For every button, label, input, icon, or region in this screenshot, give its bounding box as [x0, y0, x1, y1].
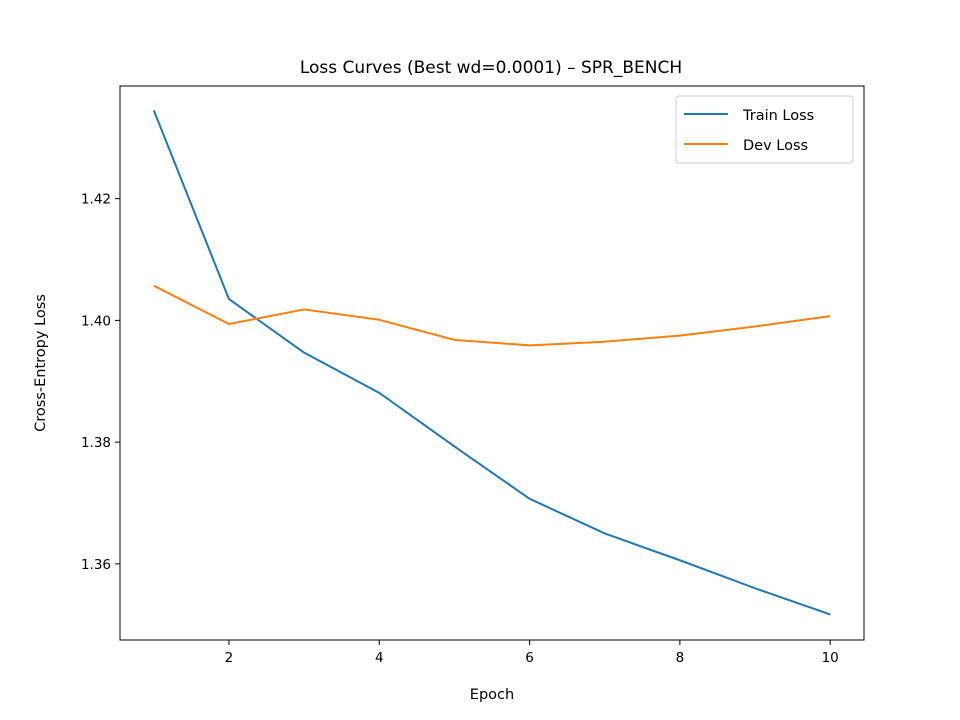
legend: Train Loss Dev Loss [675, 95, 854, 164]
series-line-dev-loss [153, 284, 831, 347]
y-tick-label: 1.42 [81, 192, 111, 208]
y-axis-label: Cross-Entropy Loss [33, 294, 49, 432]
series-lines [152, 109, 831, 616]
legend-label-train-loss: Train Loss [742, 108, 814, 124]
x-tick-label: 2 [225, 650, 234, 666]
x-tick-label: 8 [676, 650, 685, 666]
plot-area [120, 86, 864, 640]
legend-box [675, 95, 854, 164]
y-tick-label: 1.36 [81, 557, 111, 573]
x-tick-label: 4 [375, 650, 384, 666]
y-axis: 1.36 1.38 1.40 1.42 [81, 192, 120, 573]
x-tick-label: 10 [822, 650, 839, 666]
y-tick-label: 1.40 [81, 313, 111, 329]
x-tick-label: 6 [525, 650, 534, 666]
plot-frame [119, 85, 865, 641]
chart-title: Loss Curves (Best wd=0.0001) – SPR_BENCH [300, 58, 682, 78]
x-axis: 2 4 6 8 10 [225, 640, 839, 666]
legend-label-dev-loss: Dev Loss [743, 138, 808, 154]
y-tick-label: 1.38 [81, 435, 111, 451]
x-axis-label: Epoch [470, 687, 514, 703]
series-line-train-loss [152, 109, 831, 616]
